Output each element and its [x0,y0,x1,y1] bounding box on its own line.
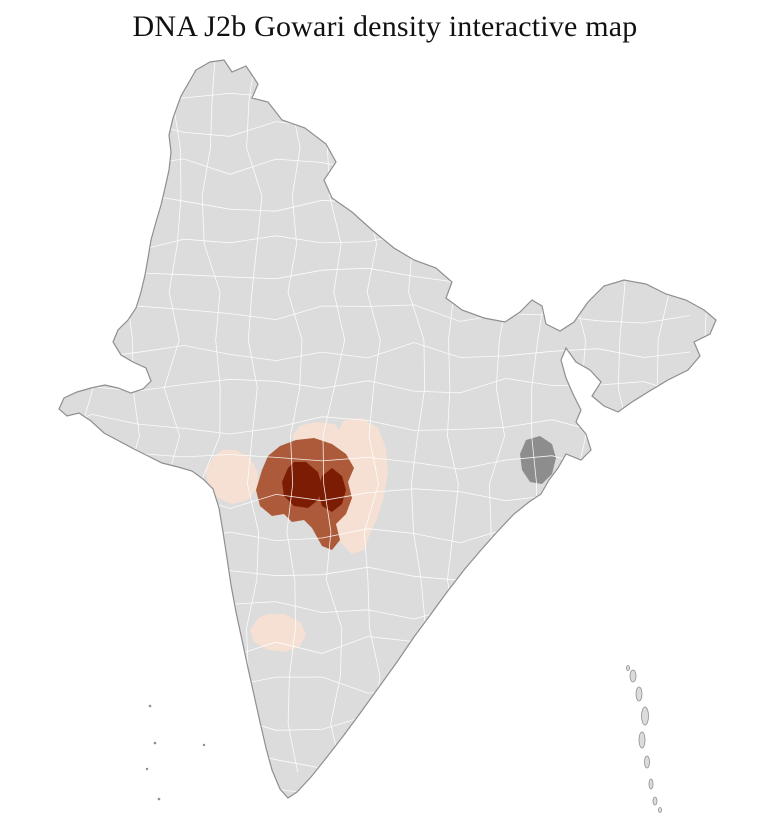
district-border-line [59,342,691,362]
density-region-low-southwest[interactable] [182,498,212,528]
district-border-line [59,710,691,732]
lakshadweep-islands[interactable] [145,704,206,801]
density-region-low-south-1[interactable] [250,614,306,652]
district-border-line [59,303,691,324]
district-border-line [286,60,303,773]
district-border-line [59,155,691,178]
district-border-line [59,81,691,104]
density-region-high-2[interactable] [318,468,346,512]
district-border-line [322,60,346,773]
density-region-low-west[interactable] [206,450,258,504]
andaman-nicobar-islands[interactable] [626,665,662,813]
density-region-medium-west-spot[interactable] [190,504,208,524]
district-no-data[interactable] [520,436,556,484]
page-title: DNA J2b Gowari density interactive map [132,10,638,43]
district-border-line [611,60,633,773]
district-border-line [59,192,691,214]
district-border-line [653,60,672,773]
district-border-line [59,118,691,137]
india-landmass[interactable] [59,60,716,798]
country-outline [58,59,717,799]
density-region-low-east-band[interactable] [334,418,388,554]
district-border-line [691,60,713,773]
district-border-line [246,60,263,773]
district-border-line [59,784,691,798]
district-border-line [59,748,691,769]
